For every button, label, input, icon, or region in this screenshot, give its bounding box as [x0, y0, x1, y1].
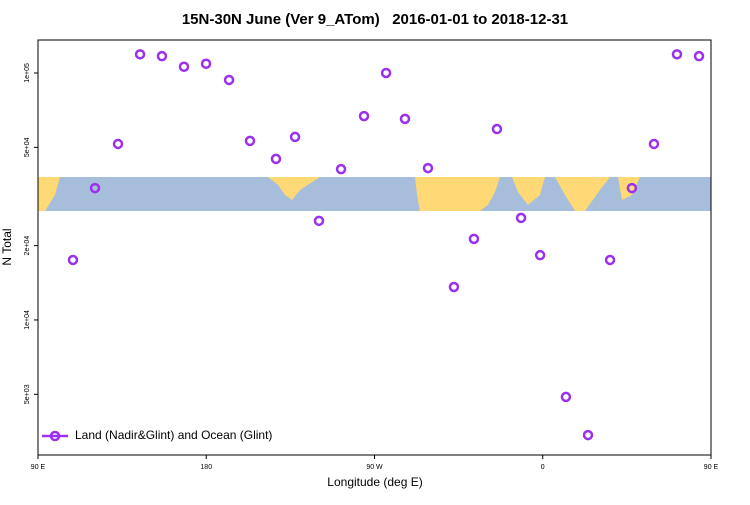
- point: [270, 153, 282, 165]
- land: [415, 177, 500, 211]
- point: [515, 212, 527, 224]
- y-tick-label: 5e+04: [24, 137, 31, 157]
- point: [200, 58, 212, 69]
- y-tick-label: 1e+05: [24, 63, 31, 83]
- legend-marker: [49, 430, 61, 442]
- legend-label: Land (Nadir&Glint) and Ocean (Glint): [75, 428, 272, 442]
- point: [156, 50, 168, 62]
- point: [422, 162, 434, 174]
- x-tick-label: 90 E: [31, 464, 46, 471]
- point: [134, 49, 146, 60]
- point: [313, 215, 325, 227]
- point: [604, 254, 616, 266]
- y-tick-label: 1e+04: [24, 310, 31, 330]
- point: [335, 163, 347, 175]
- point: [468, 233, 480, 245]
- point: [358, 110, 370, 122]
- x-tick-label: 180: [200, 464, 212, 471]
- point: [693, 50, 705, 62]
- point: [648, 138, 660, 150]
- point: [223, 74, 235, 86]
- point: [626, 182, 638, 194]
- land: [555, 177, 610, 211]
- land: [38, 177, 60, 211]
- x-tick-label: 0: [541, 464, 545, 471]
- x-tick-label: 90 E: [704, 464, 719, 471]
- point: [560, 391, 572, 403]
- y-axis-label: N Total: [0, 228, 14, 265]
- point: [89, 182, 101, 194]
- x-tick-label: 90 W: [366, 464, 383, 471]
- point: [244, 135, 256, 147]
- point: [491, 123, 503, 135]
- chart-title: 15N-30N June (Ver 9_ATom) 2016-01-01 to …: [182, 11, 568, 28]
- point: [112, 138, 124, 150]
- point: [289, 131, 301, 143]
- y-tick-label: 5e+03: [24, 384, 31, 404]
- land: [268, 177, 320, 200]
- map-band: [38, 177, 711, 211]
- point: [399, 113, 411, 125]
- point: [534, 249, 546, 261]
- y-tick-label: 2e+04: [24, 236, 31, 256]
- point: [448, 281, 460, 293]
- point: [380, 67, 392, 79]
- point: [67, 254, 79, 266]
- land: [512, 177, 545, 205]
- ocean: [38, 177, 711, 211]
- x-axis-label: Longitude (deg E): [327, 475, 422, 489]
- point: [671, 49, 683, 60]
- point: [582, 429, 594, 441]
- point: [178, 61, 190, 72]
